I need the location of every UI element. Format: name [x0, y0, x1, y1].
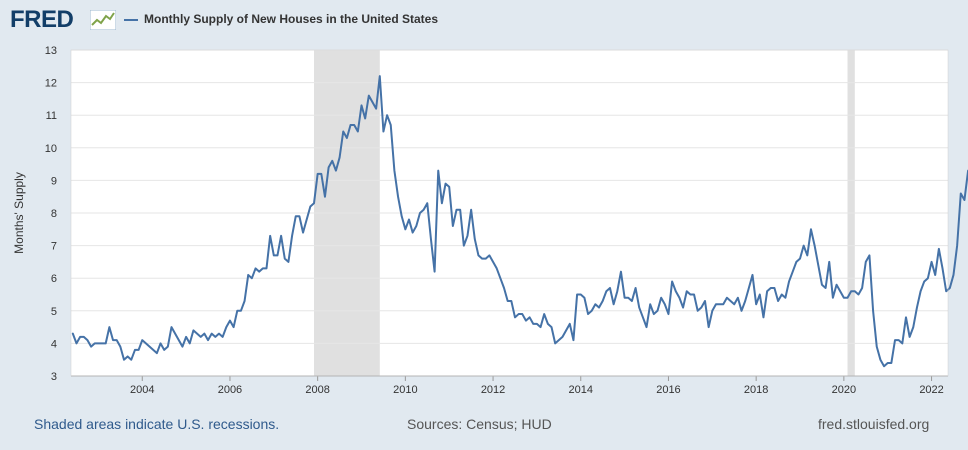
y-tick-label: 9: [51, 175, 57, 187]
legend-label[interactable]: Monthly Supply of New Houses in the Unit…: [144, 12, 439, 26]
x-tick-label: 2020: [832, 384, 856, 396]
recession-note: Shaded areas indicate U.S. recessions.: [34, 416, 280, 432]
sources-text: Sources: Census; HUD: [407, 416, 552, 432]
legend-line-swatch: [124, 19, 138, 21]
y-tick-label: 4: [51, 338, 57, 350]
y-tick-label: 3: [51, 371, 57, 383]
x-tick-label: 2004: [130, 384, 154, 396]
y-tick-label: 6: [51, 273, 57, 285]
x-tick-label: 2022: [919, 384, 943, 396]
plot-border: [70, 49, 949, 377]
chart-header: FRED Monthly Supply of New Houses in the…: [0, 0, 968, 40]
chart: 3 4 5 6 7 8 9 10 11 12 13 2004 2006 2008 2010 2012 2014 2…: [12, 45, 968, 396]
x-tick-label: 2016: [656, 384, 680, 396]
y-axis-label: Months' Supply: [12, 172, 26, 254]
x-tick-label: 2006: [218, 384, 242, 396]
fred-logo-graph-icon: [90, 10, 116, 30]
series-line[interactable]: [71, 75, 968, 368]
y-tick-label: 11: [46, 110, 57, 122]
fred-logo[interactable]: FRED: [10, 6, 74, 33]
y-tick-label: 8: [51, 208, 57, 220]
y-tick-label: 7: [51, 241, 57, 253]
x-tick-label: 2012: [481, 384, 505, 396]
x-tick-label: 2008: [305, 384, 329, 396]
site-link[interactable]: fred.stlouisfed.org: [818, 416, 930, 432]
x-tick-label: 2010: [393, 384, 417, 396]
y-tick-label: 10: [45, 143, 57, 155]
y-tick-label: 12: [45, 78, 57, 90]
y-tick-label: 13: [45, 45, 57, 57]
x-tick-label: 2018: [744, 384, 768, 396]
y-tick-label: 5: [51, 306, 57, 318]
x-tick-label: 2014: [569, 384, 593, 396]
